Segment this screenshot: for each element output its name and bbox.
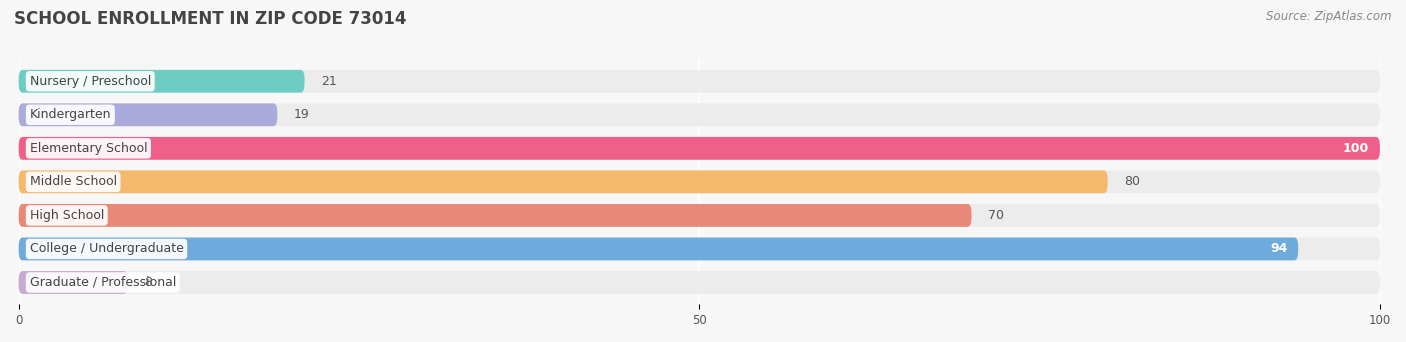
FancyBboxPatch shape: [18, 103, 1379, 126]
Text: Source: ZipAtlas.com: Source: ZipAtlas.com: [1267, 10, 1392, 23]
Text: College / Undergraduate: College / Undergraduate: [30, 242, 183, 255]
FancyBboxPatch shape: [18, 238, 1379, 260]
FancyBboxPatch shape: [18, 271, 128, 294]
FancyBboxPatch shape: [18, 70, 305, 93]
Text: Graduate / Professional: Graduate / Professional: [30, 276, 176, 289]
Text: 19: 19: [294, 108, 309, 121]
FancyBboxPatch shape: [18, 170, 1379, 193]
FancyBboxPatch shape: [18, 271, 1379, 294]
Text: 21: 21: [321, 75, 336, 88]
FancyBboxPatch shape: [18, 238, 1298, 260]
Text: 8: 8: [143, 276, 152, 289]
Text: Middle School: Middle School: [30, 175, 117, 188]
FancyBboxPatch shape: [18, 170, 1108, 193]
Text: SCHOOL ENROLLMENT IN ZIP CODE 73014: SCHOOL ENROLLMENT IN ZIP CODE 73014: [14, 10, 406, 28]
FancyBboxPatch shape: [18, 204, 972, 227]
Text: 80: 80: [1123, 175, 1140, 188]
Text: Nursery / Preschool: Nursery / Preschool: [30, 75, 150, 88]
Text: Elementary School: Elementary School: [30, 142, 148, 155]
FancyBboxPatch shape: [18, 204, 1379, 227]
Text: 70: 70: [988, 209, 1004, 222]
FancyBboxPatch shape: [18, 70, 1379, 93]
Text: 100: 100: [1343, 142, 1369, 155]
Text: High School: High School: [30, 209, 104, 222]
Text: Kindergarten: Kindergarten: [30, 108, 111, 121]
Text: 94: 94: [1270, 242, 1288, 255]
FancyBboxPatch shape: [18, 137, 1379, 160]
FancyBboxPatch shape: [18, 137, 1379, 160]
FancyBboxPatch shape: [18, 103, 277, 126]
